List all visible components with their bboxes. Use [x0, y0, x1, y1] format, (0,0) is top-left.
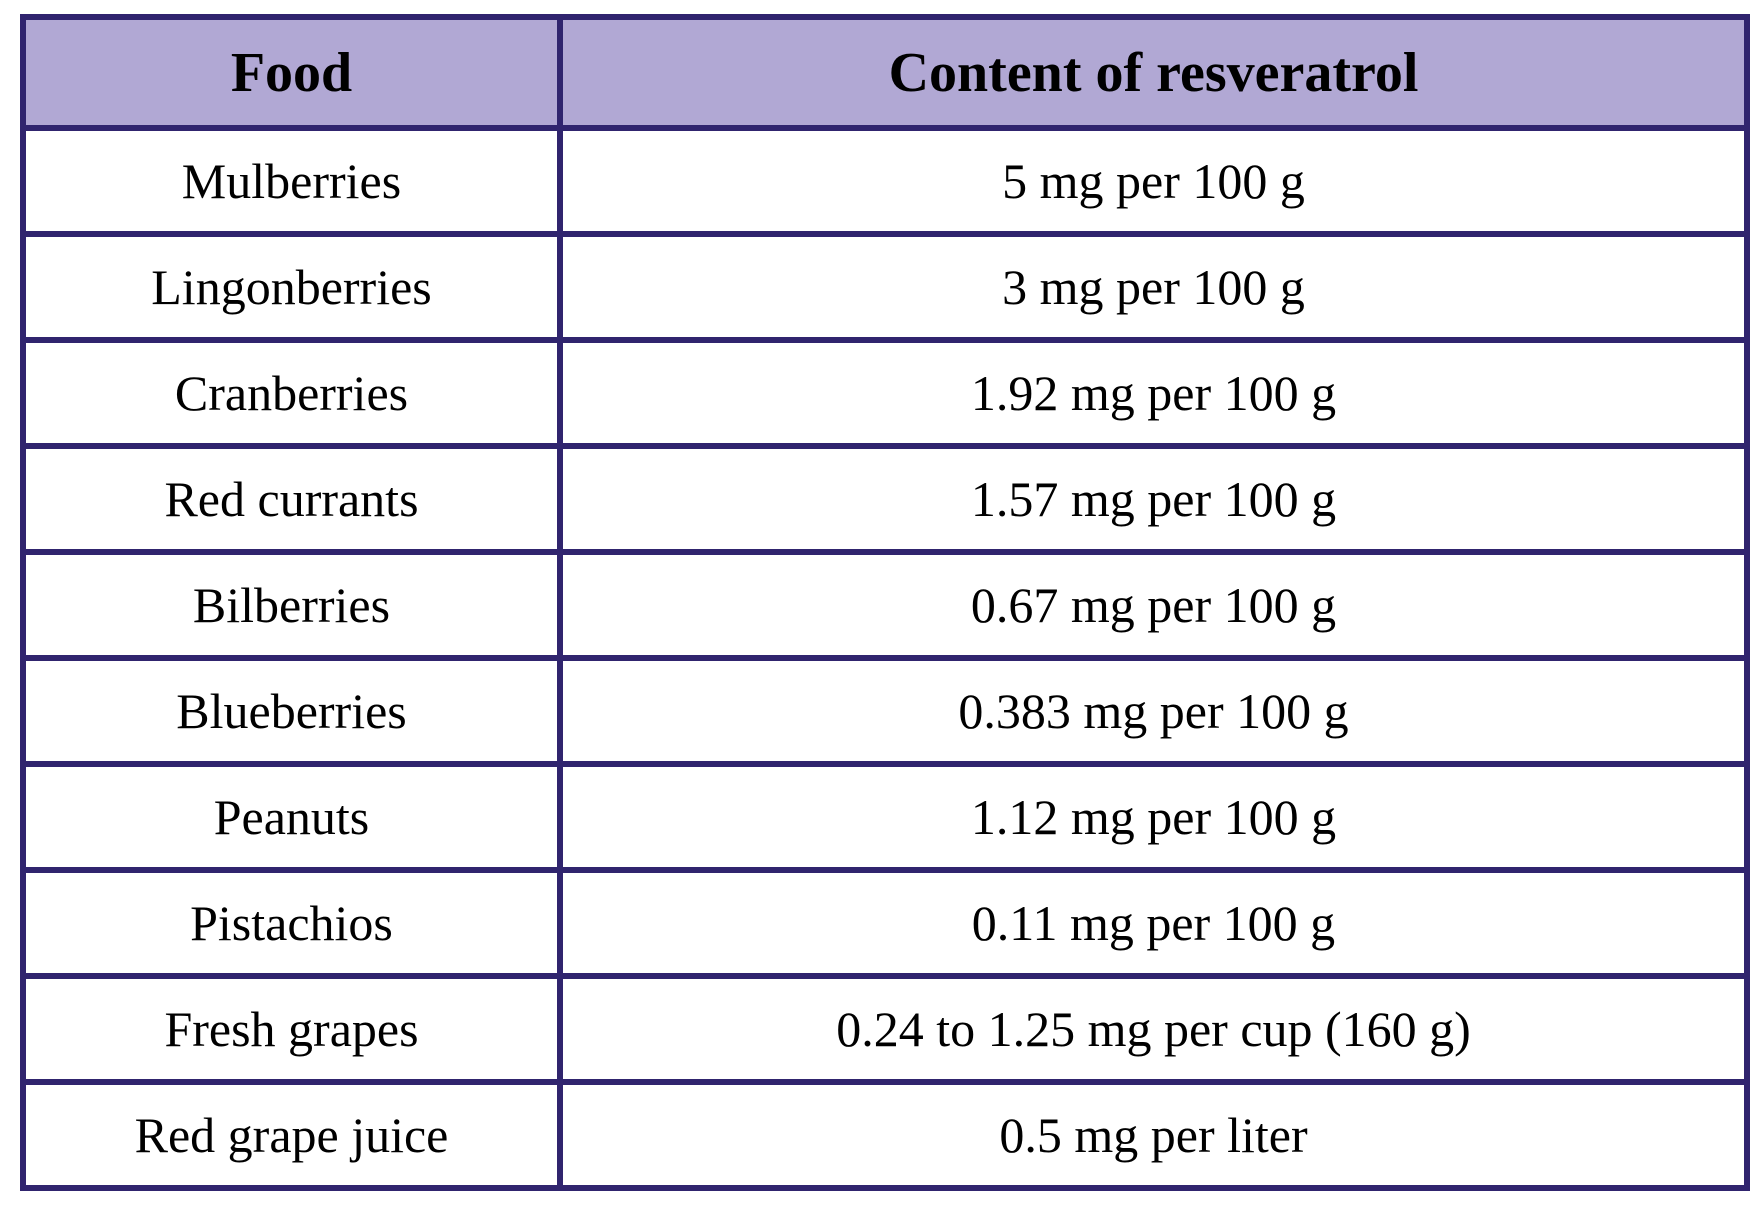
content-cell: 0.67 mg per 100 g [557, 549, 1750, 661]
food-cell: Pistachios [20, 867, 563, 979]
content-cell: 0.383 mg per 100 g [557, 655, 1750, 767]
table-row: Bilberries 0.67 mg per 100 g [20, 549, 1750, 661]
resveratrol-table: Food Content of resveratrol Mulberries 5… [20, 14, 1750, 1191]
table-header: Food Content of resveratrol [20, 14, 1750, 131]
table-row: Cranberries 1.92 mg per 100 g [20, 337, 1750, 449]
content-cell: 0.24 to 1.25 mg per cup (160 g) [557, 973, 1750, 1085]
food-cell: Peanuts [20, 761, 563, 873]
table-row: Fresh grapes 0.24 to 1.25 mg per cup (16… [20, 973, 1750, 1085]
food-cell: Red grape juice [20, 1079, 563, 1191]
table-row: Mulberries 5 mg per 100 g [20, 125, 1750, 237]
content-cell: 0.11 mg per 100 g [557, 867, 1750, 979]
header-food: Food [20, 14, 563, 131]
food-cell: Blueberries [20, 655, 563, 767]
food-cell: Mulberries [20, 125, 563, 237]
table-row: Lingonberries 3 mg per 100 g [20, 231, 1750, 343]
header-row: Food Content of resveratrol [20, 14, 1750, 131]
content-cell: 0.5 mg per liter [557, 1079, 1750, 1191]
content-cell: 1.92 mg per 100 g [557, 337, 1750, 449]
content-cell: 1.57 mg per 100 g [557, 443, 1750, 555]
food-cell: Red currants [20, 443, 563, 555]
header-content: Content of resveratrol [557, 14, 1750, 131]
content-cell: 1.12 mg per 100 g [557, 761, 1750, 873]
table-row: Red currants 1.57 mg per 100 g [20, 443, 1750, 555]
food-cell: Bilberries [20, 549, 563, 661]
resveratrol-table-container: Food Content of resveratrol Mulberries 5… [20, 14, 1750, 1191]
table-row: Peanuts 1.12 mg per 100 g [20, 761, 1750, 873]
table-row: Red grape juice 0.5 mg per liter [20, 1079, 1750, 1191]
table-body: Mulberries 5 mg per 100 g Lingonberries … [20, 125, 1750, 1191]
food-cell: Cranberries [20, 337, 563, 449]
content-cell: 3 mg per 100 g [557, 231, 1750, 343]
table-row: Pistachios 0.11 mg per 100 g [20, 867, 1750, 979]
food-cell: Lingonberries [20, 231, 563, 343]
table-row: Blueberries 0.383 mg per 100 g [20, 655, 1750, 767]
content-cell: 5 mg per 100 g [557, 125, 1750, 237]
food-cell: Fresh grapes [20, 973, 563, 1085]
